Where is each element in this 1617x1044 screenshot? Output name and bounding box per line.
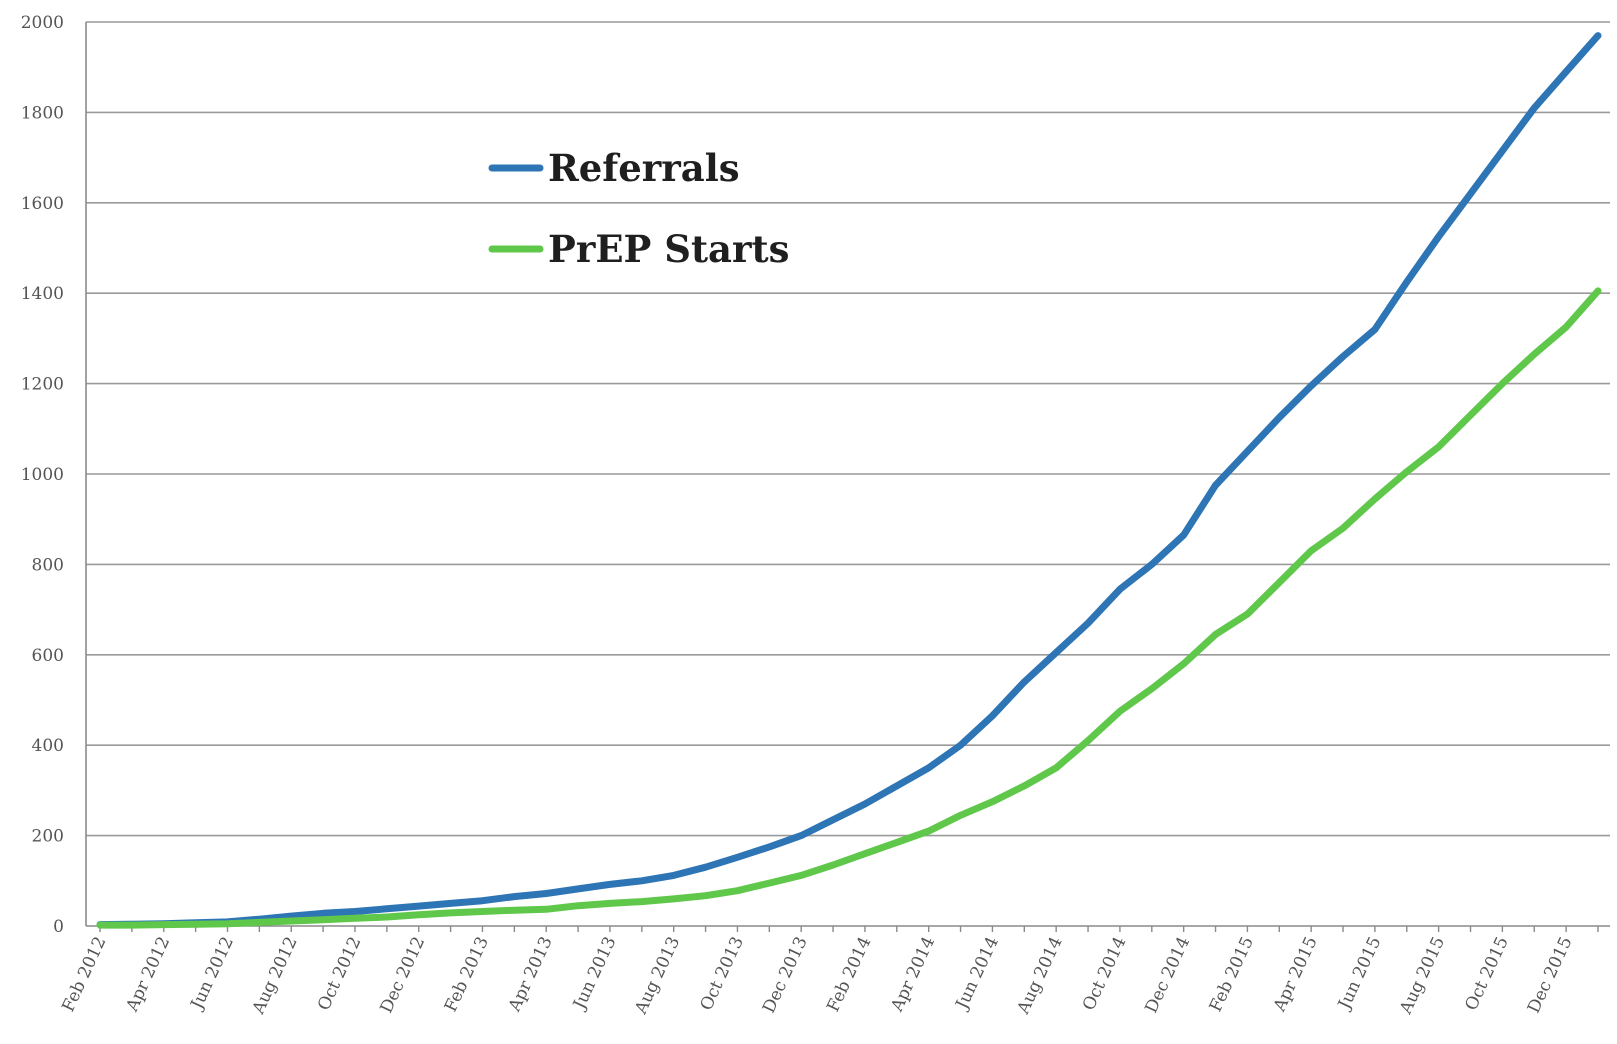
legend-label-referrals: Referrals [548, 146, 740, 190]
x-tick-label: Dec 2013 [759, 934, 812, 1017]
y-tick-label: 1200 [21, 375, 64, 395]
series-line-referrals [96, 32, 1602, 929]
legend: Referrals PrEP Starts [488, 146, 789, 271]
series-line-prep-starts [96, 287, 1602, 929]
x-tick-label: Feb 2014 [823, 934, 875, 1015]
x-tick-label: Jun 2012 [186, 934, 238, 1014]
x-tick-label: Oct 2013 [696, 934, 747, 1014]
y-tick-label: 1000 [21, 465, 64, 485]
x-tick-label: Jun 2015 [1334, 934, 1386, 1014]
y-tick-label: 800 [32, 555, 64, 575]
gridlines [86, 21, 1610, 837]
x-tick-label: Dec 2015 [1524, 934, 1577, 1017]
x-tick-label: Apr 2015 [1269, 934, 1321, 1016]
y-tick-label: 1800 [21, 103, 64, 123]
x-tick-label: Aug 2012 [248, 934, 302, 1018]
y-tick-label: 1400 [21, 284, 64, 304]
x-tick-label: Jun 2013 [569, 934, 621, 1014]
x-tick-label: Feb 2012 [58, 934, 110, 1015]
x-tick-label: Apr 2013 [504, 934, 556, 1016]
x-tick-label: Apr 2012 [122, 934, 174, 1016]
x-tick-label: Feb 2013 [441, 934, 493, 1015]
x-tick-label: Apr 2014 [887, 934, 939, 1016]
x-tick-label: Aug 2013 [631, 934, 685, 1018]
y-tick-label: 2000 [21, 13, 64, 33]
x-tick-label: Oct 2012 [314, 934, 365, 1014]
y-tick-label: 400 [32, 736, 64, 756]
legend-label-prep-starts: PrEP Starts [548, 227, 789, 271]
x-tick-label: Oct 2014 [1079, 934, 1130, 1014]
x-tick-label: Oct 2015 [1461, 934, 1512, 1014]
y-tick-label: 200 [32, 827, 64, 847]
x-tick-label: Feb 2015 [1206, 934, 1258, 1015]
y-tick-label: 0 [53, 917, 64, 937]
x-tick-label: Dec 2012 [377, 934, 430, 1017]
x-tick-label: Aug 2015 [1396, 934, 1450, 1018]
y-tick-label: 1600 [21, 194, 64, 214]
series-lines [96, 32, 1602, 929]
x-tick-label: Dec 2014 [1141, 934, 1194, 1017]
x-tick-label: Aug 2014 [1013, 934, 1067, 1018]
x-tick-label: Jun 2014 [951, 934, 1003, 1014]
y-tick-label: 600 [32, 646, 64, 666]
